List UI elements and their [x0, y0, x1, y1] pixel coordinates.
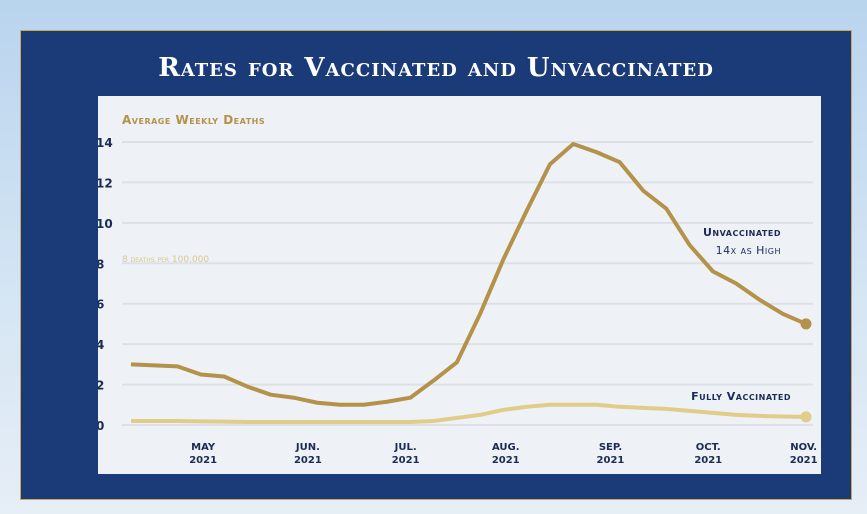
series-line-fully-vaccinated	[131, 402, 807, 424]
series-end-point	[800, 318, 812, 330]
x-tick-month: OCT.	[696, 442, 721, 453]
y-tick-label: 14	[98, 136, 113, 150]
y-tick-label: 0	[98, 419, 104, 433]
slide-title: Rates for Vaccinated and Unvaccinated	[158, 53, 714, 83]
chart-panel: Average Weekly Deaths 8 deaths per 100,0…	[98, 96, 821, 474]
y-tick-label: 8	[98, 257, 104, 271]
x-tick-year: 2021	[597, 455, 625, 466]
x-tick-year: 2021	[392, 455, 420, 466]
y-tick-label: 2	[98, 379, 104, 393]
x-tick-year: 2021	[694, 455, 722, 466]
y-tick-label: 4	[98, 338, 104, 352]
line-chart: Average Weekly Deaths 8 deaths per 100,0…	[98, 113, 818, 466]
x-tick-year: 2021	[294, 455, 322, 466]
x-tick-month: SEP.	[599, 442, 622, 453]
y-tick-label: 10	[98, 217, 113, 231]
chart-title: Average Weekly Deaths	[122, 113, 265, 127]
x-tick-month: MAY	[191, 442, 216, 453]
x-tick-month: NOV.	[790, 442, 817, 453]
unvaccinated-label: Unvaccinated	[703, 226, 781, 239]
x-tick-year: 2021	[492, 455, 520, 466]
annotation-8-deaths: 8 deaths per 100,000	[122, 255, 209, 265]
x-tick-year: 2021	[790, 455, 818, 466]
slide-frame: Rates for Vaccinated and Unvaccinated Av…	[20, 30, 852, 500]
series-end-point	[800, 411, 812, 423]
unvaccinated-sublabel: 14x as High	[716, 244, 781, 257]
y-tick-label: 6	[98, 298, 104, 312]
y-tick-label: 12	[98, 176, 113, 190]
x-tick-month: JUN.	[295, 442, 320, 453]
x-tick-month: AUG.	[492, 442, 520, 453]
vaccinated-label: Fully Vaccinated	[691, 390, 791, 403]
x-tick-month: JUL.	[394, 442, 417, 453]
x-tick-year: 2021	[189, 455, 217, 466]
series-line-unvaccinated	[130, 142, 807, 407]
